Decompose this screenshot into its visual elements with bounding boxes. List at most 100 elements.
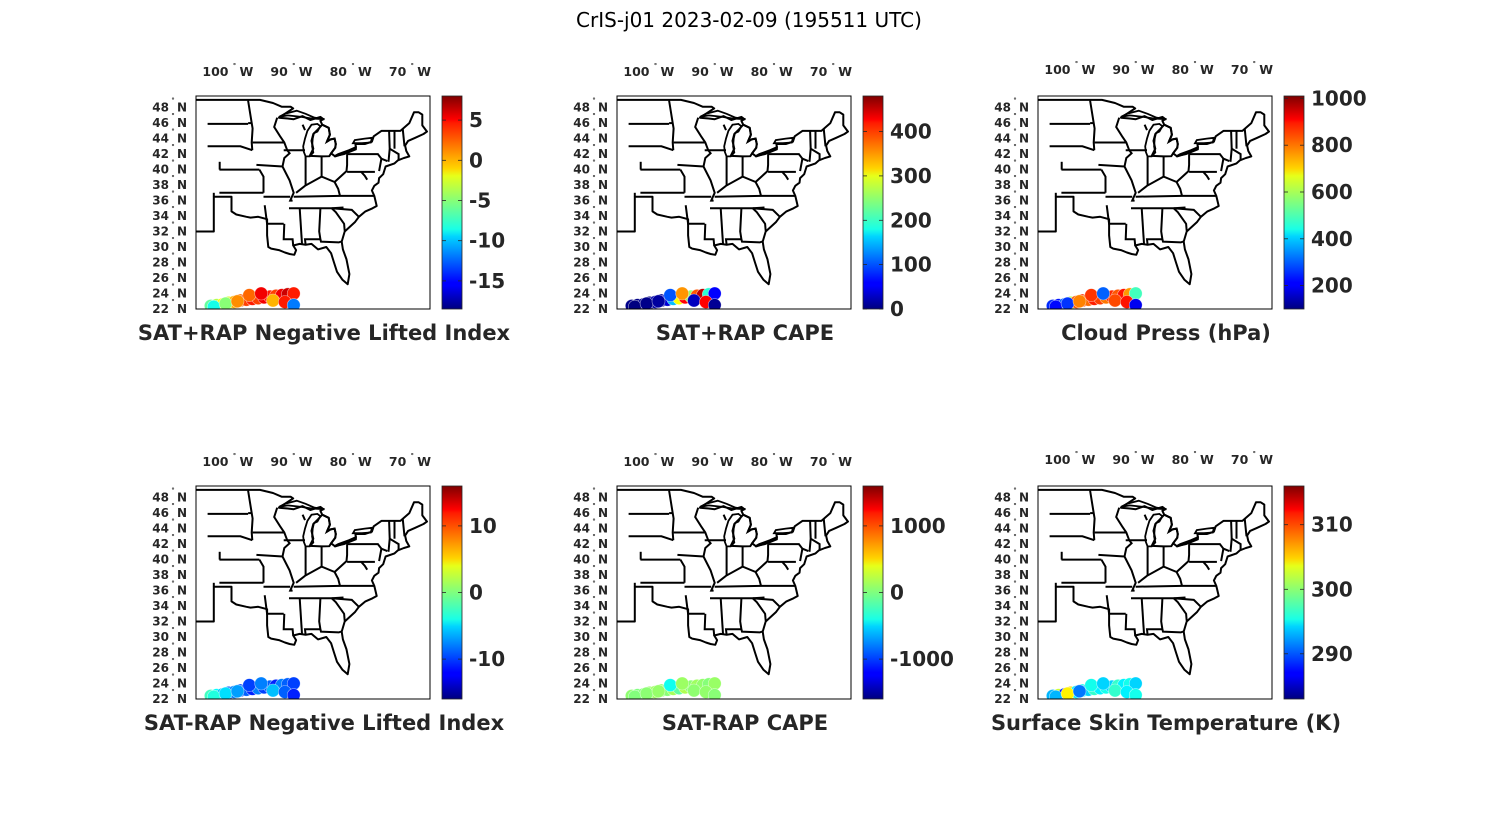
state-border: [808, 130, 812, 162]
state-border: [273, 507, 289, 541]
lat-hemi-label: N: [598, 599, 608, 613]
state-border: [716, 175, 762, 197]
lat-tick-label: 36: [573, 584, 590, 598]
state-border: [1173, 207, 1188, 231]
lat-hemi-label: N: [177, 116, 187, 130]
degree-mark: ˚: [831, 62, 835, 72]
data-points: [1046, 676, 1143, 699]
data-point: [1060, 296, 1075, 309]
state-border: [668, 100, 675, 151]
state-border: [293, 584, 341, 588]
state-border: [258, 169, 265, 193]
lat-tick-label: 44: [994, 522, 1011, 536]
state-border: [360, 561, 369, 571]
lat-hemi-label: N: [1019, 677, 1029, 691]
degree-mark: ˚: [1013, 298, 1017, 308]
lat-tick-label: 30: [573, 240, 590, 254]
lat-tick-label: 38: [994, 568, 1011, 582]
state-border: [1105, 205, 1126, 225]
lat-tick-label: 38: [573, 178, 590, 192]
lon-hemi-label: W: [838, 64, 852, 79]
degree-mark: ˚: [1013, 518, 1017, 528]
colorbar-tick-label: -10: [469, 647, 505, 671]
lat-hemi-label: N: [1019, 147, 1029, 161]
degree-mark: ˚: [171, 580, 175, 590]
lat-hemi-label: N: [1019, 537, 1029, 551]
degree-mark: ˚: [292, 62, 296, 72]
state-border: [752, 597, 781, 608]
lake-outline: [1175, 145, 1199, 158]
lon-tick-label: 80: [751, 454, 769, 469]
state-border: [702, 556, 716, 592]
state-border: [1089, 490, 1096, 541]
state-border: [677, 553, 704, 558]
lake-outline: [1193, 526, 1216, 535]
lat-hemi-label: N: [1019, 599, 1029, 613]
degree-mark: ˚: [1013, 221, 1017, 231]
state-border: [1220, 547, 1230, 562]
lat-tick-label: 46: [573, 116, 590, 130]
lat-tick-label: 32: [994, 225, 1011, 239]
degree-mark: ˚: [1013, 611, 1017, 621]
degree-mark: ˚: [171, 298, 175, 308]
lat-hemi-label: N: [1019, 116, 1029, 130]
lon-tick-label: 90: [1112, 452, 1130, 467]
degree-mark: ˚: [171, 143, 175, 153]
map-frame: [1037, 95, 1273, 310]
lat-tick-label: 30: [994, 240, 1011, 254]
lat-tick-label: 46: [152, 506, 169, 520]
map-frame: [616, 485, 852, 700]
degree-mark: ˚: [1013, 190, 1017, 200]
data-point: [651, 684, 666, 699]
lon-tick-label: 80: [751, 64, 769, 79]
lon-hemi-label: W: [838, 454, 852, 469]
lat-tick-label: 46: [994, 116, 1011, 130]
lat-hemi-label: N: [598, 178, 608, 192]
degree-mark: ˚: [171, 205, 175, 215]
degree-mark: ˚: [1013, 580, 1017, 590]
lat-tick-label: 28: [994, 256, 1011, 270]
lat-hemi-label: N: [598, 194, 608, 208]
lat-tick-label: 42: [573, 147, 590, 161]
state-border: [703, 223, 716, 246]
state-border: [1143, 124, 1148, 131]
map-panel-5: 100 ˚ W 90 ˚ W 80 ˚ W 70 ˚ W22 ˚ N24 ˚ N26 ˚ N28 ˚ N30 ˚ N32 ˚…: [573, 452, 954, 735]
lake-outline: [278, 499, 325, 511]
lon-hemi-label: W: [720, 64, 734, 79]
degree-mark: ˚: [1252, 60, 1256, 70]
degree-mark: ˚: [654, 452, 658, 462]
state-border: [1161, 629, 1184, 634]
data-points: [204, 676, 301, 699]
degree-mark: ˚: [592, 688, 596, 698]
lat-tick-label: 48: [573, 101, 590, 115]
state-border: [282, 613, 295, 636]
lat-tick-label: 30: [152, 630, 169, 644]
state-border: [281, 166, 295, 202]
colorbar-tick-label: 0: [890, 297, 904, 321]
lat-hemi-label: N: [177, 101, 187, 115]
lat-hemi-label: N: [177, 506, 187, 520]
data-points: [625, 286, 722, 309]
state-border: [722, 514, 727, 521]
degree-mark: ˚: [592, 673, 596, 683]
lat-hemi-label: N: [177, 163, 187, 177]
lat-tick-label: 48: [573, 491, 590, 505]
lat-tick-label: 48: [152, 101, 169, 115]
panel-title: SAT-RAP CAPE: [662, 711, 828, 735]
state-border: [387, 520, 391, 552]
data-point: [1084, 288, 1099, 302]
degree-mark: ˚: [592, 533, 596, 543]
map-panel-2: 100 ˚ W 90 ˚ W 80 ˚ W 70 ˚ W22 ˚ N24 ˚ N26 ˚ N28 ˚ N30 ˚ N32 ˚…: [573, 62, 931, 345]
lat-tick-label: 46: [994, 506, 1011, 520]
lat-tick-label: 40: [573, 553, 590, 567]
lat-hemi-label: N: [598, 101, 608, 115]
lat-hemi-label: N: [1019, 522, 1029, 536]
degree-mark: ˚: [171, 502, 175, 512]
lat-tick-label: 28: [152, 646, 169, 660]
state-border: [301, 124, 306, 131]
lat-hemi-label: N: [598, 522, 608, 536]
state-border: [1098, 553, 1125, 558]
lat-tick-label: 32: [152, 615, 169, 629]
lat-hemi-label: N: [598, 553, 608, 567]
